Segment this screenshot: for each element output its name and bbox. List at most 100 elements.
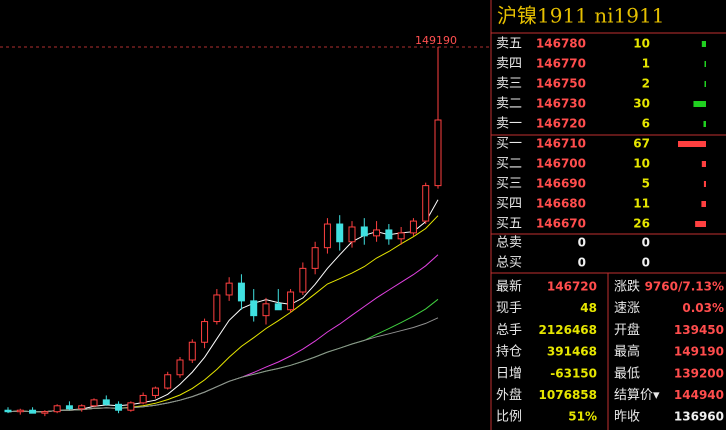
candle-body	[115, 403, 123, 411]
stat-value: 391468	[547, 345, 597, 359]
total-a: 0	[578, 236, 586, 250]
stat-value: 139200	[674, 366, 724, 380]
stat-value: 0.03%	[682, 301, 724, 315]
candle-body	[188, 341, 196, 361]
book-price: 146670	[536, 217, 586, 231]
candle-body	[250, 300, 258, 317]
candle-body	[29, 409, 37, 414]
candle-body	[4, 409, 12, 413]
book-price: 146680	[536, 197, 586, 211]
volume-bar	[701, 201, 706, 207]
stat-value: 149190	[674, 345, 724, 359]
book-price: 146730	[536, 97, 586, 111]
candle-body	[237, 282, 245, 302]
ma-line	[7, 254, 439, 413]
book-price: 146780	[536, 37, 586, 51]
volume-bar	[703, 181, 706, 187]
book-volume: 2	[642, 77, 650, 91]
high-label: 149190	[415, 34, 457, 47]
stat-label: 最新	[496, 279, 522, 295]
book-volume: 6	[642, 117, 650, 131]
total-a: 0	[578, 256, 586, 270]
total-b: 0	[642, 256, 650, 270]
candle-body	[164, 374, 172, 389]
book-label: 买二	[496, 157, 522, 172]
stat-value: 2126468	[539, 323, 597, 337]
volume-bar	[703, 121, 706, 127]
stat-label: 结算价▾	[614, 388, 660, 403]
candle-body	[311, 247, 319, 269]
book-label: 卖五	[496, 37, 522, 52]
stat-label: 现手	[496, 301, 522, 316]
stat-label: 速涨	[614, 301, 640, 316]
volume-bar	[678, 141, 706, 147]
total-b: 0	[642, 236, 650, 250]
candle-body	[409, 220, 417, 234]
book-label: 卖四	[496, 57, 522, 72]
stat-label: 比例	[496, 410, 522, 425]
stat-label: 涨跌	[614, 279, 640, 295]
candle-body	[139, 394, 147, 404]
book-price: 146700	[536, 157, 586, 171]
candle-body	[225, 282, 233, 296]
candle-body	[151, 387, 159, 396]
ma-line	[7, 215, 439, 413]
stat-value: 48	[580, 301, 597, 315]
stat-label: 开盘	[614, 322, 640, 338]
candle-body	[53, 405, 61, 413]
book-volume: 26	[633, 217, 650, 231]
book-label: 卖三	[496, 77, 522, 92]
total-label: 总卖	[496, 236, 522, 251]
candle-body	[213, 294, 221, 323]
candle-body	[422, 185, 430, 222]
total-label: 总买	[496, 256, 522, 271]
book-volume: 10	[633, 157, 650, 171]
candle-body	[127, 402, 135, 411]
stat-value: 51%	[568, 410, 597, 424]
candle-body	[16, 409, 24, 413]
stat-label: 昨收	[614, 410, 640, 425]
volume-bar	[695, 221, 706, 227]
stat-label: 持仓	[496, 345, 522, 360]
book-label: 买三	[496, 177, 522, 192]
book-volume: 5	[642, 177, 650, 191]
volume-bar	[701, 161, 706, 167]
stat-value: 144940	[674, 388, 724, 402]
stat-value: 9760/7.13%	[645, 280, 724, 294]
stat-value: 146720	[547, 280, 597, 294]
book-label: 买一	[496, 137, 522, 152]
book-volume: 1	[642, 57, 650, 71]
stat-label: 总手	[496, 323, 522, 338]
volume-bar	[701, 41, 706, 47]
candle-body	[274, 303, 282, 311]
candle-body	[299, 267, 307, 293]
candle-body	[397, 232, 405, 240]
book-label: 买五	[496, 217, 522, 232]
volume-bar	[704, 81, 706, 87]
volume-bar	[704, 61, 706, 67]
book-price: 146690	[536, 177, 586, 191]
candle-body	[434, 119, 442, 187]
candle-body	[385, 229, 393, 240]
candle-body	[336, 223, 344, 243]
ma-line	[7, 298, 439, 413]
book-price: 146710	[536, 137, 586, 151]
book-price: 146720	[536, 117, 586, 131]
candle-body	[41, 411, 49, 414]
candle-body	[201, 321, 209, 343]
candle-body	[90, 399, 98, 407]
candle-body	[176, 359, 184, 376]
stat-value: 139450	[674, 323, 724, 337]
candle-body	[323, 223, 331, 249]
candle-body	[287, 291, 295, 311]
stat-value: -63150	[550, 366, 597, 380]
candle-body	[102, 399, 110, 405]
book-volume: 67	[633, 137, 650, 151]
book-label: 卖一	[496, 117, 522, 132]
book-label: 买四	[496, 197, 522, 212]
book-price: 146750	[536, 77, 586, 91]
stat-label: 最低	[614, 366, 640, 381]
book-volume: 10	[633, 37, 650, 51]
